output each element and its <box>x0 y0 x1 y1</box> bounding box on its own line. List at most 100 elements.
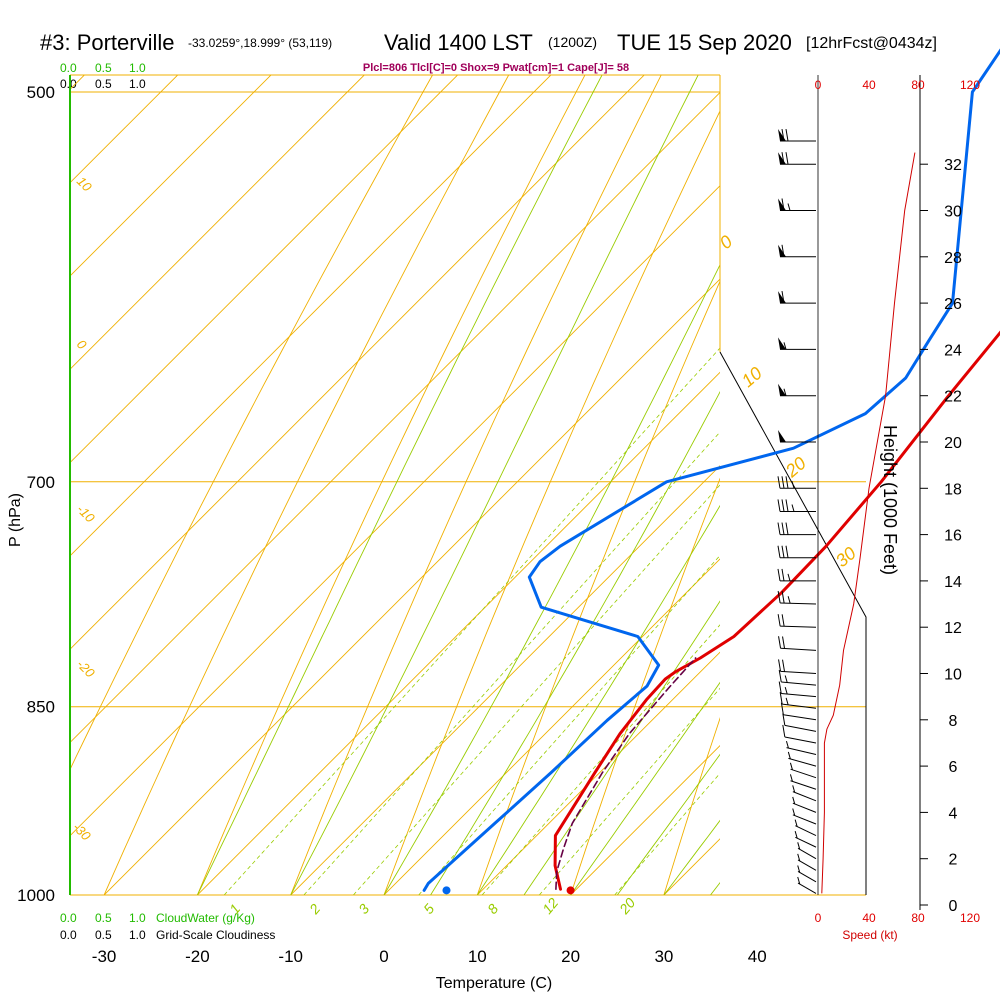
speed-scale-bottom: 0 40 80 120 <box>815 911 981 925</box>
wind-barb-feather <box>791 481 795 489</box>
wind-barb-flag <box>778 244 786 257</box>
surface-dewpoint-dot <box>442 886 451 895</box>
parcel-profile <box>555 657 697 890</box>
dry-adiabat <box>70 75 434 771</box>
wind-barb-feather <box>785 740 789 749</box>
height-tick-6: 6 <box>949 759 958 776</box>
wind-barb-staff <box>786 747 817 756</box>
wind-barb-staff <box>792 802 817 813</box>
isotherm-line <box>70 75 365 370</box>
wind-barb <box>794 831 817 848</box>
wind-barb-staff <box>790 768 817 779</box>
wind-barb <box>779 692 817 709</box>
temperature-axis: -30 -20 -10 0 10 20 30 40 <box>92 947 767 966</box>
wind-barb-feather <box>781 499 785 512</box>
height-tick-0: 0 <box>949 898 958 915</box>
temperature-tick: -20 <box>185 947 210 966</box>
wind-barb-feather <box>784 686 788 695</box>
wind-barb <box>777 545 816 559</box>
top-green-1: 0.5 <box>95 61 112 75</box>
bottom-black-1: 0.5 <box>95 928 112 942</box>
mixing-ratio-label: 5 <box>420 901 437 917</box>
speed-label: Speed (kt) <box>842 928 897 942</box>
wind-barb-feather <box>781 291 785 304</box>
wind-barb <box>778 128 816 142</box>
wind-barb-feather <box>781 591 785 604</box>
pressure-tick-1000: 1000 <box>17 886 55 905</box>
dry-adiabat <box>851 0 1000 895</box>
cloudiness-label: Grid-Scale Cloudiness <box>156 928 275 942</box>
wind-barb-staff <box>797 882 817 894</box>
wind-barb-feather <box>782 659 786 672</box>
speed-scale-top: 0 40 80 120 <box>815 78 981 92</box>
wind-barb-staff <box>790 780 817 790</box>
height-axis-label: Height (1000 Feet) <box>880 425 900 575</box>
wind-barb-staff <box>781 693 817 698</box>
height-tick-26: 26 <box>944 296 962 313</box>
top-green-2: 1.0 <box>129 61 146 75</box>
wind-barb-feather <box>794 819 798 827</box>
wind-barb-feather <box>785 522 789 535</box>
wind-barb-feather <box>797 865 801 873</box>
surface-temperature-dot <box>566 886 575 895</box>
wind-barb <box>787 751 817 767</box>
wind-barb-staff <box>780 625 817 628</box>
wind-barb-feather <box>781 522 785 535</box>
isotherm-line <box>70 75 645 650</box>
wind-barb-feather <box>777 614 781 627</box>
mixing-ratio-line <box>353 484 720 895</box>
wind-barb-feather <box>781 545 785 558</box>
height-tick-28: 28 <box>944 250 962 267</box>
top-green-0: 0.0 <box>60 61 77 75</box>
wind-barb <box>778 244 816 258</box>
top-black-2: 1.0 <box>129 77 146 91</box>
bottom-black-0: 0.0 <box>60 928 77 942</box>
wind-barb <box>792 808 817 825</box>
wind-barb-feather <box>785 697 789 705</box>
forecast-info: [12hrFcst@0434z] <box>806 35 937 52</box>
moist-adiabat <box>290 75 699 895</box>
mixing-ratio-label: 20 <box>615 895 638 918</box>
speed-bottom-tick: 80 <box>911 911 925 925</box>
wind-barb-staff <box>782 703 817 709</box>
moist-adiabat <box>476 504 720 895</box>
isotherm-line <box>70 75 179 184</box>
temperature-tick: -10 <box>278 947 303 966</box>
tropopause-frame <box>719 351 867 895</box>
wind-barb <box>777 568 816 582</box>
mixing-ratio-line <box>481 624 720 895</box>
mixing-ratio-lines <box>223 347 720 895</box>
wind-barb-feather <box>792 785 796 793</box>
cloudwater-label: CloudWater (g/Kg) <box>156 911 255 925</box>
wind-barb <box>792 796 817 813</box>
moist-adiabat <box>196 75 603 895</box>
temperature-tick: -30 <box>92 947 117 966</box>
wind-barb <box>797 876 817 894</box>
top-black-1: 0.5 <box>95 77 112 91</box>
wind-barb <box>785 740 817 756</box>
mixing-ratio-label: 2 <box>305 901 323 918</box>
height-tick-10: 10 <box>944 667 962 684</box>
height-tick-18: 18 <box>944 481 962 498</box>
wind-barb <box>777 476 816 489</box>
dry-adiabat-lines <box>70 0 1000 895</box>
wind-barb-staff <box>797 859 817 871</box>
wind-barb <box>778 152 816 165</box>
dewpoint-profile <box>422 48 1000 892</box>
wind-barb-feather <box>782 636 786 649</box>
isotherm-line <box>70 185 720 837</box>
wind-barb <box>777 590 817 605</box>
height-tick-32: 32 <box>944 157 962 174</box>
moist-adiabat-lines <box>196 75 720 895</box>
wind-barb-feather <box>791 504 795 512</box>
isotherm-line <box>103 278 720 895</box>
wind-barb-feather <box>779 692 783 705</box>
wind-barb-staff <box>784 736 817 744</box>
wind-barb-feather <box>781 244 785 257</box>
wind-barb-feather <box>792 796 796 805</box>
wind-barb-feather <box>792 808 796 816</box>
wind-barb <box>797 865 817 883</box>
speed-top-tick: 0 <box>815 78 822 92</box>
moist-adiabat <box>616 753 720 895</box>
wind-barb <box>778 337 816 350</box>
